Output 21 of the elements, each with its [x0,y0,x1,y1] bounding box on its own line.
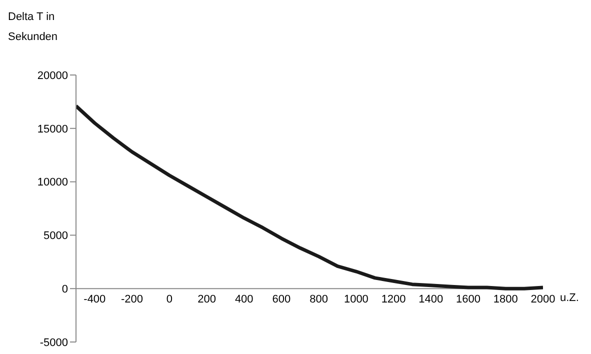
x-axis-title: u.Z. [560,292,579,304]
x-tick-label: 0 [166,294,172,306]
x-tick-label: 1400 [418,294,444,306]
x-tick-label: 200 [198,294,216,306]
x-tick-label: 800 [310,294,328,306]
y-tick-label: 10000 [37,176,68,189]
y-tick-label: 20000 [37,70,68,82]
x-tick-label: 2000 [530,294,556,306]
y-tick-label: 5000 [44,230,68,242]
x-tick-label: -200 [121,294,144,306]
y-tick-label: 15000 [37,123,68,136]
x-tick-label: 600 [272,294,291,306]
y-tick-label: -5000 [40,336,68,349]
x-tick-label: 1200 [381,294,406,306]
x-tick-label: 400 [234,294,254,306]
x-tick-label: 1000 [344,294,368,306]
x-tick-label: 1800 [493,294,518,306]
x-tick-label: -400 [84,294,106,306]
y-tick-label: 0 [62,284,68,296]
x-tick-label: 1600 [456,294,481,306]
y-axis-title: Delta T in Sekunden [8,10,59,45]
